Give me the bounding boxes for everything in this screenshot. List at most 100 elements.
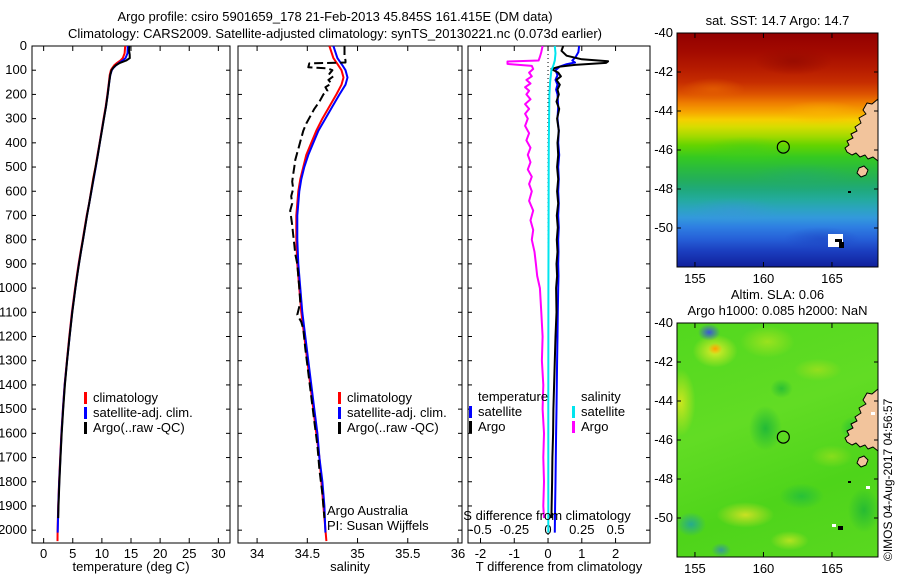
legend-label: Argo(..raw -QC) xyxy=(93,420,185,435)
svg-text:700: 700 xyxy=(5,207,27,222)
svg-text:1100: 1100 xyxy=(0,304,27,319)
legend-label: climatology xyxy=(347,390,413,405)
argo-tdiff-swatch xyxy=(469,421,472,433)
svg-text:1800: 1800 xyxy=(0,474,27,489)
svg-text:400: 400 xyxy=(5,135,27,150)
legend-label: satellite-adj. clim. xyxy=(93,405,193,420)
sst-map xyxy=(677,33,878,267)
satellite-clim-line-swatch xyxy=(84,407,87,419)
legend-group-title: temperature xyxy=(478,389,549,404)
satellite-tdiff-swatch xyxy=(469,406,472,418)
svg-text:-40: -40 xyxy=(654,25,673,40)
svg-text:1500: 1500 xyxy=(0,401,27,416)
legend-label: Argo(..raw -QC) xyxy=(347,420,439,435)
svg-text:900: 900 xyxy=(5,256,27,271)
svg-text:0: 0 xyxy=(40,546,47,561)
climatology-line-swatch xyxy=(338,392,341,404)
svg-text:1200: 1200 xyxy=(0,329,27,344)
imos-credit: ©IMOS 04-Aug-2017 04:56:57 xyxy=(881,398,895,561)
s-difference-axis-label: S difference from climatology xyxy=(463,508,631,523)
svg-text:0.5: 0.5 xyxy=(607,522,625,537)
svg-text:-42: -42 xyxy=(654,354,673,369)
legend-item: satellite-adj. clim. xyxy=(84,405,193,420)
legend-label: Argo xyxy=(581,419,609,434)
figure-title: Argo profile: csiro 5901659_178 21-Feb-2… xyxy=(117,9,553,24)
legend-item: Argo(..raw -QC) xyxy=(84,420,193,435)
pi-annotation: PI: Susan Wijffels xyxy=(327,518,429,533)
svg-text:-50: -50 xyxy=(654,220,673,235)
svg-text:35.5: 35.5 xyxy=(395,546,420,561)
svg-text:-46: -46 xyxy=(654,142,673,157)
svg-text:34: 34 xyxy=(250,546,264,561)
salinity-axis-label: salinity xyxy=(330,559,370,574)
legend-item: Argo(..raw -QC) xyxy=(338,420,447,435)
svg-text:200: 200 xyxy=(5,86,27,101)
svg-text:34.5: 34.5 xyxy=(295,546,320,561)
svg-text:1400: 1400 xyxy=(0,377,27,392)
argo-line-swatch xyxy=(338,422,341,434)
svg-text:800: 800 xyxy=(5,232,27,247)
svg-text:160: 160 xyxy=(753,271,775,286)
figure-subtitle: Climatology: CARS2009. Satellite-adjuste… xyxy=(67,26,603,41)
legend-item: Argo xyxy=(572,419,625,434)
svg-text:1300: 1300 xyxy=(0,353,27,368)
svg-text:165: 165 xyxy=(821,561,843,576)
svg-text:-50: -50 xyxy=(654,510,673,525)
svg-text:0: 0 xyxy=(544,522,551,537)
svg-text:-48: -48 xyxy=(654,471,673,486)
sla-map-title-line1: Altim. SLA: 0.06 xyxy=(730,287,825,302)
legend-item: Argo xyxy=(469,419,548,434)
svg-text:155: 155 xyxy=(684,561,706,576)
svg-text:-44: -44 xyxy=(654,103,673,118)
argo-line-swatch xyxy=(84,422,87,434)
argo-sdiff-swatch xyxy=(572,421,575,433)
svg-text:1000: 1000 xyxy=(0,280,27,295)
legend-item: satellite xyxy=(469,404,548,419)
sla-map-title-line2: Argo h1000: 0.085 h2000: NaN xyxy=(687,303,868,318)
svg-text:160: 160 xyxy=(753,561,775,576)
satellite-sdiff-swatch xyxy=(572,406,575,418)
svg-text:1700: 1700 xyxy=(0,450,27,465)
svg-text:-44: -44 xyxy=(654,393,673,408)
legend-item: satellite-adj. clim. xyxy=(338,405,447,420)
svg-text:36: 36 xyxy=(451,546,465,561)
svg-text:-40: -40 xyxy=(654,315,673,330)
sla-map xyxy=(677,323,878,557)
s-difference-legend: salinity satellite Argo xyxy=(572,389,625,434)
svg-text:600: 600 xyxy=(5,183,27,198)
satellite-clim-line-swatch xyxy=(338,407,341,419)
svg-text:30: 30 xyxy=(211,546,225,561)
temperature-axis-label: temperature (deg C) xyxy=(72,559,190,574)
legend-label: climatology xyxy=(93,390,159,405)
t-difference-legend: temperature satellite Argo xyxy=(469,389,548,434)
program-annotation: Argo Australia xyxy=(327,503,408,518)
legend-label: satellite xyxy=(478,404,523,419)
t-difference-axis-label: T difference from climatology xyxy=(475,559,643,574)
svg-text:0.25: 0.25 xyxy=(569,522,594,537)
svg-text:2000: 2000 xyxy=(0,522,27,537)
svg-text:100: 100 xyxy=(5,62,27,77)
climatology-line-swatch xyxy=(84,392,87,404)
svg-text:-48: -48 xyxy=(654,181,673,196)
svg-text:155: 155 xyxy=(684,271,706,286)
svg-text:0: 0 xyxy=(20,38,27,53)
legend-label: Argo xyxy=(478,419,506,434)
svg-text:-0.25: -0.25 xyxy=(499,522,529,537)
legend-group-title: salinity xyxy=(581,389,621,404)
svg-text:-42: -42 xyxy=(654,64,673,79)
svg-text:1600: 1600 xyxy=(0,425,27,440)
legend-label: satellite xyxy=(581,404,626,419)
svg-text:-46: -46 xyxy=(654,432,673,447)
svg-text:-0.5: -0.5 xyxy=(469,522,491,537)
legend-item: satellite xyxy=(572,404,625,419)
svg-text:500: 500 xyxy=(5,159,27,174)
svg-text:165: 165 xyxy=(821,271,843,286)
legend-label: satellite-adj. clim. xyxy=(347,405,447,420)
svg-text:300: 300 xyxy=(5,111,27,126)
temperature-legend: climatology satellite-adj. clim. Argo(..… xyxy=(84,390,193,435)
legend-item: climatology xyxy=(84,390,193,405)
svg-text:1900: 1900 xyxy=(0,498,27,513)
legend-item: climatology xyxy=(338,390,447,405)
sst-map-title: sat. SST: 14.7 Argo: 14.7 xyxy=(705,13,850,28)
